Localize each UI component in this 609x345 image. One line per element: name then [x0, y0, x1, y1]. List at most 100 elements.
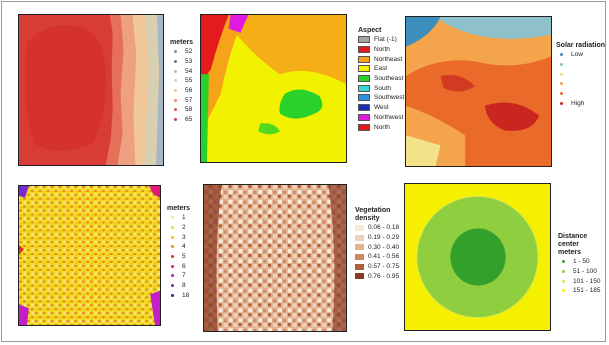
elevation-legend-label: 54 — [185, 67, 193, 75]
solar-legend-item — [556, 79, 605, 89]
vegetation-density-legend-title-line1: Vegetation — [355, 207, 391, 214]
depth-legend-swatch — [171, 216, 174, 220]
aspect-legend-item: Southeast — [358, 74, 404, 84]
aspect-legend-item: East — [358, 64, 404, 74]
elevation-legend-swatch — [174, 98, 177, 102]
vegetation-legend-item: 0.76 - 0.95 — [355, 271, 399, 281]
elevation-legend-item: 53 — [170, 57, 193, 67]
elevation-map — [18, 14, 164, 166]
distance-legend-label: 101 - 150 — [573, 277, 601, 285]
distance-center-map — [404, 183, 551, 331]
elevation-legend: meters 52 53 54 55 56 57 58 65 — [170, 39, 193, 125]
vegetation-legend-label: 0.41 - 0.56 — [368, 253, 400, 261]
aspect-legend-item: Southwest — [358, 93, 404, 103]
vegetation-legend-label: 0.76 - 0.95 — [368, 272, 400, 280]
elevation-legend-item: 54 — [170, 66, 193, 76]
elevation-legend-label: 52 — [185, 48, 193, 56]
elevation-legend-swatch — [174, 50, 177, 54]
elevation-legend-item: 65 — [170, 115, 193, 125]
elevation-legend-item: 55 — [170, 76, 193, 86]
vegetation-density-legend-title-line2: density — [355, 215, 380, 222]
depth-legend-swatch — [171, 255, 174, 259]
solar-radiation-legend-title: Solar radiation — [556, 42, 606, 49]
depth-legend-swatch — [171, 245, 174, 249]
elevation-legend-label: 57 — [185, 96, 193, 104]
distance-legend-label: 1 - 50 — [573, 258, 590, 266]
solar-legend-swatch — [560, 53, 563, 57]
aspect-legend-swatch — [358, 55, 370, 63]
aspect-legend-label: West — [374, 104, 389, 112]
depth-legend-label: 7 — [182, 272, 186, 280]
depth-legend-item: 7 — [167, 271, 190, 281]
solar-legend-label: High — [571, 99, 585, 107]
vegetation-legend-swatch — [355, 244, 364, 251]
elevation-legend-label: 65 — [185, 116, 193, 124]
depth-legend-item: 2 — [167, 223, 190, 233]
depth-legend-label: 18 — [182, 291, 190, 299]
depth-legend-item: 18 — [167, 291, 190, 301]
aspect-legend-label: North — [374, 46, 390, 54]
vegetation-legend-item: 0.30 - 0.40 — [355, 242, 399, 252]
depth-legend-swatch — [171, 284, 174, 288]
aspect-legend-swatch — [358, 104, 370, 112]
aspect-legend-swatch — [358, 84, 370, 92]
vegetation-legend-swatch — [355, 234, 364, 241]
depth-map — [18, 185, 161, 326]
depth-legend-item: 5 — [167, 252, 190, 262]
elevation-legend-title: meters — [170, 39, 193, 46]
elevation-legend-item: 57 — [170, 95, 193, 105]
solar-legend-swatch — [560, 82, 563, 86]
aspect-legend-label: Northwest — [374, 113, 404, 121]
depth-legend-label: 1 — [182, 214, 186, 222]
aspect-legend-swatch — [358, 65, 370, 73]
solar-radiation-map — [405, 16, 552, 167]
aspect-legend-item: Flat (-1) — [358, 35, 404, 45]
distance-legend-item: 101 - 150 — [558, 276, 609, 286]
aspect-legend-swatch — [358, 75, 370, 83]
depth-legend: meters 1 2 3 4 5 6 7 8 18 — [167, 205, 190, 300]
elevation-legend-swatch — [174, 118, 177, 122]
depth-legend-label: 5 — [182, 253, 186, 261]
aspect-legend-item: North — [358, 45, 404, 55]
vegetation-legend-swatch — [355, 224, 364, 231]
aspect-legend-swatch — [358, 46, 370, 54]
aspect-legend-label: Northeast — [374, 55, 403, 63]
elevation-legend-item: 52 — [170, 47, 193, 57]
aspect-legend-label: Southeast — [374, 75, 404, 83]
vegetation-legend-label: 0.57 - 0.75 — [368, 263, 400, 271]
elevation-legend-item: 58 — [170, 105, 193, 115]
distance-legend-item: 1 - 50 — [558, 257, 609, 267]
aspect-legend-item: Northeast — [358, 54, 404, 64]
depth-legend-item: 8 — [167, 281, 190, 291]
elevation-legend-label: 55 — [185, 77, 193, 85]
aspect-legend-item: West — [358, 103, 404, 113]
depth-legend-swatch — [171, 274, 174, 278]
distance-legend-swatch — [562, 270, 565, 274]
aspect-legend-title: Aspect — [358, 27, 382, 34]
solar-legend-item: Low — [556, 50, 605, 60]
elevation-legend-label: 56 — [185, 87, 193, 95]
aspect-legend-swatch — [358, 36, 370, 44]
distance-center-legend-title-line1: Distance center — [558, 233, 588, 248]
depth-legend-item: 4 — [167, 242, 190, 252]
distance-legend-label: 51 - 100 — [573, 268, 597, 276]
elevation-legend-swatch — [174, 69, 177, 73]
depth-legend-label: 2 — [182, 224, 186, 232]
aspect-legend-swatch — [358, 113, 370, 121]
aspect-legend-swatch — [358, 94, 370, 102]
aspect-legend-label: South — [374, 84, 391, 92]
distance-legend-swatch — [562, 260, 565, 264]
depth-legend-item: 1 — [167, 213, 190, 223]
vegetation-legend-item: 0.19 - 0.29 — [355, 233, 399, 243]
vegetation-legend-item: 0.57 - 0.75 — [355, 262, 399, 272]
aspect-legend-swatch — [358, 123, 370, 131]
aspect-legend: Aspect Flat (-1) North Northeast East Southe… — [358, 27, 404, 132]
elevation-legend-swatch — [174, 60, 177, 64]
solar-legend-item — [556, 89, 605, 99]
vegetation-density-legend: Vegetation density 0.06 - 0.18 0.19 - 0.2… — [355, 207, 399, 281]
solar-legend-item — [556, 60, 605, 70]
aspect-legend-item: Northwest — [358, 113, 404, 123]
depth-legend-label: 8 — [182, 282, 186, 290]
aspect-legend-item: North — [358, 122, 404, 132]
